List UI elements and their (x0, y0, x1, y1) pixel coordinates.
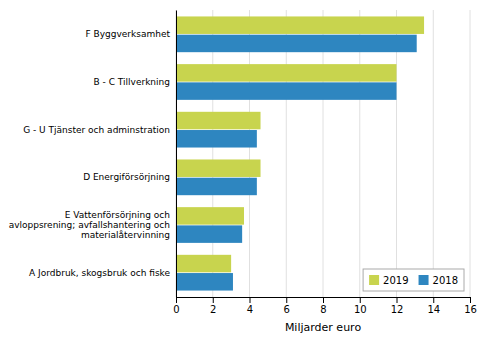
x-tick: 10 (354, 297, 367, 315)
x-tick: 6 (284, 297, 290, 315)
plot-area: 0 2 4 6 8 10 12 14 16 Miljarder euro F Byggverksam… (9, 10, 477, 334)
x-tick-mark (470, 297, 471, 303)
chart-svg: 0 2 4 6 8 10 12 14 16 Miljarder euro F Byggverksam… (0, 0, 484, 339)
x-tick-mark (360, 297, 361, 303)
bar-series (176, 35, 417, 291)
y-tick-label: B - C Tillverkning (94, 77, 170, 87)
bar-series (176, 16, 424, 272)
grid (176, 10, 470, 297)
x-tick-label: 14 (427, 304, 440, 315)
legend-label: 2019 (383, 275, 408, 286)
y-tick-label: D Energiförsörjning (83, 172, 170, 182)
y-tick-label-line: D Energiförsörjning (83, 172, 170, 182)
x-tick: 4 (247, 297, 253, 315)
bar (176, 16, 424, 33)
x-tick-mark (250, 297, 251, 303)
grid-line (396, 10, 397, 297)
bar (176, 225, 242, 242)
x-tick-mark (176, 297, 177, 303)
x-tick-mark (213, 297, 214, 303)
legend-label: 2018 (433, 275, 458, 286)
x-axis-title: Miljarder euro (285, 321, 362, 334)
y-tick-label: G - U Tjänster och adminstration (23, 125, 170, 135)
bar (176, 178, 257, 195)
bar (176, 159, 261, 176)
bar (176, 82, 397, 99)
bar (176, 64, 397, 81)
y-tick-label-line: A Jordbruk, skogsbruk och fiske (29, 268, 170, 278)
x-tick-mark (286, 297, 287, 303)
x-tick-label: 0 (173, 304, 179, 315)
x-tick: 14 (427, 297, 440, 315)
y-tick-label-line: E Vattenförsörjning och (65, 210, 170, 220)
y-axis-line (176, 11, 177, 298)
x-tick-label: 16 (464, 304, 477, 315)
x-tick-mark (397, 297, 398, 303)
y-tick-label-line: materialåtervinning (81, 230, 170, 240)
grid-line (323, 10, 324, 297)
y-tick-label-line: B - C Tillverkning (94, 77, 170, 87)
y-tick: G - U Tjänster och adminstration (23, 125, 176, 135)
y-tick: D Energiförsörjning (83, 172, 176, 182)
chart-container: 0 2 4 6 8 10 12 14 16 Miljarder euro F Byggverksam… (0, 0, 484, 339)
bars (176, 16, 424, 290)
bar (176, 130, 257, 147)
y-tick: E Vattenförsörjning ochavloppsrening; av… (9, 210, 176, 241)
x-tick: 0 (173, 297, 179, 315)
x-tick-mark (433, 297, 434, 303)
grid-line (176, 10, 177, 297)
x-tick: 8 (320, 297, 326, 315)
grid-line (433, 10, 434, 297)
grid-line (212, 10, 213, 297)
bar (176, 112, 261, 129)
y-tick-label-line: F Byggverksamhet (86, 29, 171, 39)
legend-swatch (419, 275, 429, 285)
x-tick-label: 8 (320, 304, 326, 315)
y-tick: F Byggverksamhet (86, 29, 176, 39)
x-tick: 2 (210, 297, 216, 315)
bar (176, 35, 417, 52)
grid-line (359, 10, 360, 297)
legend-box (363, 269, 464, 291)
legend: 2019 2018 (363, 269, 464, 291)
y-axis: F Byggverksamhet B - C Tillverkning G - U … (9, 11, 177, 298)
y-tick-label-line: avloppsrening; avfallshantering och (9, 220, 170, 230)
y-tick-label: F Byggverksamhet (86, 29, 171, 39)
x-tick-label: 10 (354, 304, 367, 315)
y-tick: B - C Tillverkning (94, 77, 176, 87)
x-tick-label: 12 (391, 304, 404, 315)
bar (176, 273, 233, 290)
x-tick: 12 (391, 297, 404, 315)
x-tick-label: 6 (284, 304, 290, 315)
x-axis: 0 2 4 6 8 10 12 14 16 (173, 297, 477, 315)
x-tick-label: 2 (210, 304, 216, 315)
x-tick-label: 4 (247, 304, 253, 315)
x-tick: 16 (464, 297, 477, 315)
x-tick-mark (323, 297, 324, 303)
legend-swatch (369, 275, 379, 285)
y-tick-label-line: G - U Tjänster och adminstration (23, 125, 170, 135)
y-tick-label: A Jordbruk, skogsbruk och fiske (29, 268, 170, 278)
grid-line (249, 10, 250, 297)
y-tick-label: E Vattenförsörjning ochavloppsrening; av… (9, 210, 170, 241)
grid-line (470, 10, 471, 297)
bar (176, 255, 231, 272)
grid-line (286, 10, 287, 297)
bar (176, 207, 244, 224)
y-tick: A Jordbruk, skogsbruk och fiske (29, 268, 176, 278)
